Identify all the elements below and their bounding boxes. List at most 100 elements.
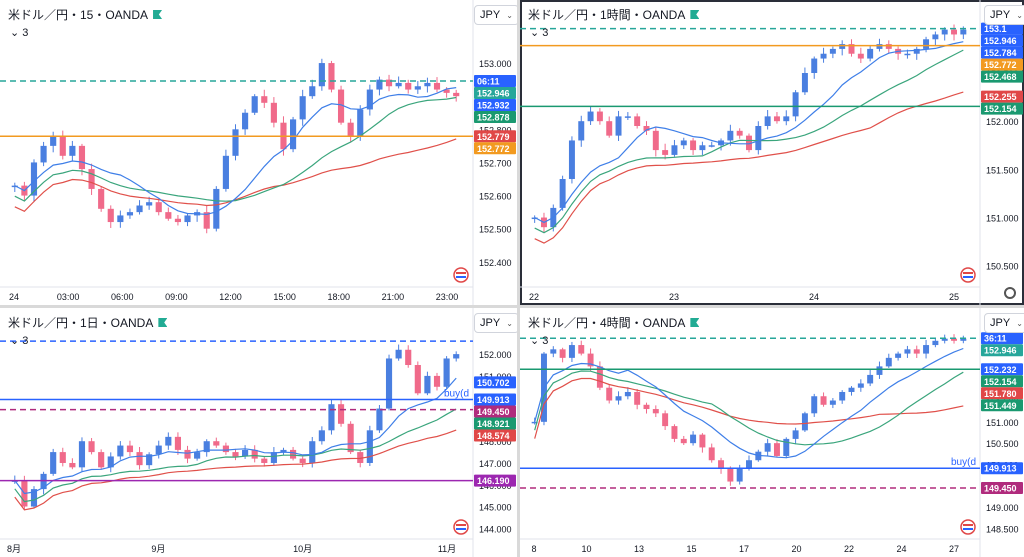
price-tick-label: 152.000 <box>986 117 1019 127</box>
time-tick-label: 22 <box>844 544 854 554</box>
candle-body <box>606 121 613 136</box>
candle-body <box>624 391 631 397</box>
indicator-toggle[interactable]: ⌄ 3 <box>10 26 28 39</box>
candle-body <box>783 116 790 122</box>
candle-body <box>290 449 297 459</box>
ma-fast-line <box>534 347 964 459</box>
candle-body <box>727 130 734 141</box>
time-tick-label: 25 <box>949 292 959 302</box>
candle-body <box>746 460 752 469</box>
symbol-title[interactable]: 米ドル／円・15・OANDA <box>8 8 149 22</box>
candle-body <box>913 48 920 54</box>
gear-icon[interactable] <box>1004 287 1016 299</box>
indicator-toggle[interactable]: ⌄ 3 <box>530 26 548 39</box>
currency-dropdown[interactable]: JPY ⌄ <box>474 313 517 333</box>
candle-body <box>194 452 201 459</box>
level-note: buy(d <box>444 389 469 400</box>
candle-body <box>414 86 421 90</box>
price-tag-label: 148.921 <box>477 419 510 429</box>
price-tag-label: 151.449 <box>984 401 1017 411</box>
price-tag <box>981 375 1023 388</box>
candle-body <box>885 357 892 367</box>
flag-icon <box>690 10 700 19</box>
chart-pane-1h[interactable]: 152.500152.000151.500151.000150.50022232… <box>520 0 1024 305</box>
indicator-toggle[interactable]: ⌄ 3 <box>530 334 548 347</box>
candle-body <box>88 441 95 453</box>
chart-canvas[interactable]: 152.000151.500151.000150.500150.000149.5… <box>520 308 1024 557</box>
candle-body <box>366 89 373 110</box>
currency-dropdown[interactable]: JPY ⌄ <box>984 313 1024 333</box>
indicator-toggle[interactable]: ⌄ 3 <box>10 334 28 347</box>
candle-body <box>290 119 297 150</box>
price-tag <box>981 363 1023 376</box>
us-flag-icon <box>456 272 466 274</box>
indicator-count: 3 <box>22 27 29 39</box>
candle-body <box>107 456 114 468</box>
candle-body <box>347 122 354 136</box>
candle-body <box>708 447 715 461</box>
candle-body <box>764 443 771 452</box>
symbol-title[interactable]: 米ドル／円・4時間・OANDA <box>528 316 686 330</box>
candle-body <box>78 441 86 468</box>
price-tag-label: 149.450 <box>477 407 510 417</box>
candle-body <box>550 349 557 354</box>
candle-body <box>531 421 538 424</box>
price-tick-label: 152.500 <box>479 225 512 235</box>
us-flag-icon <box>456 528 466 530</box>
candle-body <box>136 452 143 466</box>
candle-body <box>578 345 585 354</box>
indicator-count: 3 <box>22 335 29 347</box>
us-flag-icon <box>963 524 973 526</box>
candle-body <box>69 145 76 156</box>
chart-pane-1d[interactable]: 152.000151.000150.000149.000148.000147.0… <box>0 308 517 557</box>
candle-body <box>839 44 846 49</box>
candle-body <box>811 58 818 73</box>
candle-body <box>453 354 460 359</box>
chevron-down-icon: ⌄ <box>10 27 20 39</box>
price-tag <box>981 332 1023 345</box>
candle-body <box>895 353 902 358</box>
candle-body <box>960 29 967 35</box>
candle-body <box>328 404 335 431</box>
candle-body <box>232 452 239 457</box>
candle-body <box>433 375 441 387</box>
chevron-down-icon: ⌄ <box>1016 319 1023 328</box>
candle-body <box>184 449 191 459</box>
price-tag <box>981 90 1023 103</box>
candle-body <box>960 338 967 341</box>
candle-body <box>671 426 678 439</box>
time-tick-label: 8 <box>531 544 536 554</box>
price-tag <box>981 46 1023 59</box>
price-tag <box>981 58 1023 71</box>
candle-body <box>643 126 650 131</box>
candle-body <box>213 188 220 229</box>
candle-body <box>78 145 86 170</box>
symbol-title[interactable]: 米ドル／円・1日・OANDA <box>8 316 154 330</box>
symbol-title[interactable]: 米ドル／円・1時間・OANDA <box>528 8 686 22</box>
candle-body <box>174 436 181 450</box>
candle-body <box>913 349 920 354</box>
candle-body <box>615 396 622 401</box>
currency-dropdown[interactable]: JPY ⌄ <box>984 5 1024 25</box>
candle-body <box>251 96 258 113</box>
candle-body <box>718 460 725 469</box>
chart-canvas[interactable]: 153.000152.900152.800152.700152.600152.5… <box>0 0 517 305</box>
candle-body <box>385 79 393 87</box>
candle-body <box>280 449 287 453</box>
candle-body <box>107 208 114 223</box>
chart-canvas[interactable]: 152.000151.000150.000149.000148.000147.0… <box>0 308 517 557</box>
candle-body <box>876 44 883 49</box>
flag-icon <box>158 318 168 327</box>
chart-pane-15m[interactable]: 153.000152.900152.800152.700152.600152.5… <box>0 0 517 305</box>
candle-body <box>951 338 958 341</box>
chart-pane-4h[interactable]: 152.000151.500151.000150.500150.000149.5… <box>520 308 1024 557</box>
price-tick-label: 150.500 <box>986 439 1019 449</box>
price-tag <box>474 474 516 487</box>
price-tag <box>474 405 516 418</box>
us-flag-icon <box>960 267 976 283</box>
price-tag-label: 152.946 <box>477 88 510 98</box>
candle-body <box>867 48 874 59</box>
currency-dropdown[interactable]: JPY ⌄ <box>474 5 517 25</box>
chart-canvas[interactable]: 152.500152.000151.500151.000150.50022232… <box>520 0 1024 305</box>
price-tag-label: 149.913 <box>984 464 1017 474</box>
